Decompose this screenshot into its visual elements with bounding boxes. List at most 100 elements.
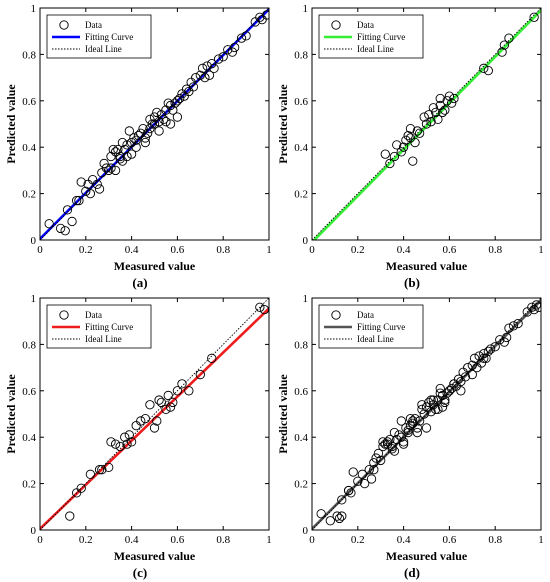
x-tick-label: 0.8 (216, 534, 230, 546)
data-point (394, 430, 404, 440)
data-point (529, 12, 539, 22)
data-point (163, 390, 173, 401)
data-point (396, 147, 406, 157)
data-point (369, 465, 379, 475)
data-point (447, 383, 457, 394)
legend-label: Ideal Line (357, 334, 394, 344)
data-point (177, 379, 187, 389)
chart-panel-1: 0 0.2 0.4 0.6 0.8 1 0 0.2 0.4 0.6 0.8 1 Measured val… (4, 3, 272, 290)
y-axis-label: Predicted value (4, 374, 18, 454)
legend-marker-data (331, 20, 341, 30)
data-point (191, 72, 201, 83)
data-point (184, 386, 194, 396)
data-point (209, 63, 219, 73)
data-point (104, 462, 114, 473)
data-point (396, 432, 406, 442)
data-point (387, 444, 397, 454)
panel-caption: (a) (132, 275, 147, 290)
data-point (131, 420, 141, 431)
data-point (412, 126, 422, 136)
x-tick-label: 0.6 (171, 244, 185, 256)
data-point (460, 372, 471, 382)
data-point (403, 427, 413, 438)
ideal-line (312, 298, 541, 530)
data-point (71, 195, 82, 206)
data-point (197, 63, 208, 73)
legend-marker-data (59, 310, 69, 320)
data-point (186, 77, 196, 87)
data-point (140, 137, 150, 148)
data-point (229, 42, 240, 53)
data-point (154, 395, 164, 405)
data-point (376, 455, 386, 466)
data-point (99, 158, 109, 169)
y-tick-label: 0.4 (22, 432, 36, 444)
data-point (115, 154, 125, 164)
data-point (421, 423, 432, 433)
y-tick-label: 0.6 (22, 96, 36, 108)
data-point (175, 93, 185, 104)
legend: Data Fitting Curve Ideal Line (46, 304, 152, 349)
data-point (463, 362, 473, 373)
data-point (76, 177, 86, 187)
data-point (442, 96, 452, 106)
data-point (389, 446, 400, 456)
y-tick-label: 0 (303, 235, 309, 247)
data-point (398, 439, 409, 449)
data-point (431, 404, 441, 415)
data-point (337, 511, 347, 521)
data-point (508, 321, 519, 331)
data-point (467, 369, 477, 380)
data-point (431, 107, 441, 118)
data-point (181, 84, 192, 94)
legend: Data Fitting Curve Ideal Line (318, 304, 424, 349)
x-tick-label: 0.8 (488, 534, 502, 546)
data-point (188, 82, 199, 92)
x-axis-label: Measured value (386, 259, 468, 273)
data-point (469, 353, 480, 363)
legend-label: Data (357, 20, 374, 30)
data-point (76, 483, 86, 493)
data-point (401, 423, 411, 433)
data-point (485, 344, 496, 354)
y-tick-label: 0.2 (22, 189, 36, 201)
data-point (449, 379, 459, 389)
data-point (218, 52, 228, 62)
x-tick-label: 0.6 (443, 534, 457, 546)
data-point (140, 133, 150, 143)
ideal-line (40, 8, 269, 240)
legend-label: Fitting Curve (357, 32, 405, 42)
data-point (479, 349, 489, 359)
data-point (255, 12, 265, 22)
data-point (373, 448, 384, 459)
y-tick-label: 1 (303, 3, 309, 15)
x-tick-label: 0.6 (443, 244, 457, 256)
data-point (117, 156, 128, 166)
data-point (55, 223, 66, 234)
data-point (126, 437, 137, 447)
data-point (458, 367, 468, 377)
x-axis-label: Measured value (114, 549, 196, 563)
fitting-curve (40, 307, 269, 530)
data-point (124, 430, 134, 440)
panel-caption: (b) (404, 275, 420, 290)
data-point (426, 407, 436, 417)
data-point (392, 140, 402, 150)
data-point (405, 413, 416, 424)
data-point (385, 158, 395, 169)
data-point (403, 130, 413, 141)
legend-marker-data (59, 20, 69, 30)
x-tick-label: 0 (37, 244, 43, 256)
data-point (529, 304, 539, 315)
plot-area (312, 8, 541, 240)
data-point (213, 54, 224, 64)
x-tick-label: 0.4 (397, 244, 411, 256)
data-point (126, 149, 137, 159)
data-point (207, 353, 217, 363)
y-tick-label: 0.4 (294, 142, 308, 154)
y-tick-label: 1 (31, 3, 37, 15)
y-tick-label: 0 (31, 235, 37, 247)
ideal-line (312, 8, 541, 240)
data-point (490, 342, 500, 352)
data-point (195, 369, 205, 380)
